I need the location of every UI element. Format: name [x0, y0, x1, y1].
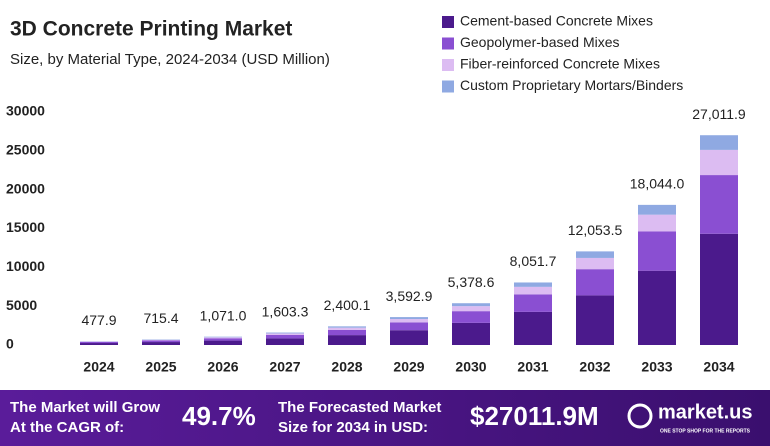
brand: market.us: [658, 401, 753, 423]
bar-segment: [700, 149, 738, 176]
bar-segment: [514, 286, 552, 295]
bar-segment: [328, 327, 366, 330]
y-tick-label: 5000: [6, 297, 37, 313]
y-tick-label: 20000: [6, 180, 45, 196]
bar-segment: [80, 341, 118, 344]
y-tick-label: 0: [6, 336, 14, 352]
y-tick-label: 10000: [6, 258, 45, 274]
total-label: 18,044.0: [630, 176, 685, 192]
bar-segment: [328, 326, 366, 328]
bar-segment: [390, 322, 428, 331]
bar-segment: [390, 319, 428, 323]
total-label: 2,400.1: [324, 297, 371, 313]
legend-swatch: [442, 59, 454, 71]
bar-segment: [266, 333, 304, 335]
bar-segment: [204, 337, 242, 339]
legend-swatch: [442, 80, 454, 93]
total-label: 715.4: [143, 310, 178, 326]
x-tick-label: 2027: [269, 359, 300, 375]
brand-logo: [627, 403, 653, 429]
bar-segment: [700, 175, 738, 234]
total-label: 5,378.6: [448, 274, 495, 290]
total-label: 477.9: [81, 312, 116, 328]
bar-segment: [638, 204, 676, 215]
bar-segment: [266, 332, 304, 334]
x-tick-label: 2026: [207, 359, 238, 375]
bar-segment: [576, 257, 614, 270]
x-tick-label: 2033: [641, 359, 672, 375]
bar-segment: [328, 335, 366, 345]
bar-segment: [576, 251, 614, 258]
x-tick-label: 2029: [393, 359, 424, 375]
footer-text: At the CAGR of:: [10, 419, 124, 436]
footer-banner: [0, 390, 770, 446]
total-label: 8,051.7: [510, 253, 557, 269]
bar-segment: [638, 231, 676, 271]
bar-segment: [638, 270, 676, 345]
bar-segment: [204, 340, 242, 345]
bar-segment: [204, 336, 242, 338]
footer-text: The Forecasted Market: [278, 399, 441, 416]
bar-segment: [452, 306, 490, 312]
bar-segment: [576, 295, 614, 345]
bar-segment: [514, 311, 552, 345]
y-tick-label: 15000: [6, 219, 45, 235]
bar-segment: [514, 294, 552, 312]
chart-subtitle: Size, by Material Type, 2024-2034 (USD M…: [10, 51, 330, 68]
bar-segment: [638, 214, 676, 232]
bar-segment: [142, 339, 180, 341]
bar-segment: [576, 269, 614, 296]
total-label: 27,011.9: [692, 106, 746, 122]
bar-segment: [700, 233, 738, 345]
legend-label: Cement-based Concrete Mixes: [460, 13, 653, 29]
footer-value: 49.7%: [182, 401, 256, 431]
footer-text: The Market will Grow: [10, 399, 160, 416]
total-label: 12,053.5: [568, 222, 623, 238]
x-tick-label: 2030: [455, 359, 486, 375]
bar-segment: [204, 338, 242, 341]
x-tick-label: 2032: [579, 359, 610, 375]
tagline: ONE STOP SHOP FOR THE REPORTS: [660, 428, 751, 434]
bar-segment: [452, 322, 490, 345]
bar-segment: [266, 338, 304, 345]
bar-segment: [452, 303, 490, 307]
legend-swatch: [442, 37, 454, 50]
bar-segment: [80, 343, 118, 345]
y-tick-label: 30000: [6, 103, 45, 119]
x-tick-label: 2028: [331, 359, 362, 375]
footer-value: $27011.9M: [470, 401, 599, 431]
x-tick-label: 2031: [517, 359, 548, 375]
total-label: 1,603.3: [262, 303, 309, 319]
bar-segment: [142, 340, 180, 343]
x-tick-label: 2034: [703, 359, 734, 375]
x-tick-label: 2025: [145, 359, 176, 375]
bar-segment: [328, 329, 366, 336]
bar-segment: [452, 311, 490, 323]
bar-segment: [700, 135, 738, 150]
legend-label: Custom Proprietary Mortars/Binders: [460, 77, 683, 93]
chart-title: 3D Concrete Printing Market: [10, 18, 292, 41]
bar-segment: [142, 342, 180, 345]
legend-label: Fiber-reinforced Concrete Mixes: [460, 56, 660, 72]
total-label: 3,592.9: [386, 288, 433, 304]
legend-swatch: [442, 16, 454, 28]
legend-label: Geopolymer-based Mixes: [460, 34, 620, 50]
x-tick-label: 2024: [83, 359, 114, 375]
bar-segment: [390, 317, 428, 320]
bar-segment: [266, 334, 304, 339]
footer-text: Size for 2034 in USD:: [278, 419, 428, 436]
bar-segment: [390, 330, 428, 345]
bar-segment: [514, 282, 552, 287]
total-label: 1,071.0: [200, 307, 247, 323]
y-tick-label: 25000: [6, 142, 45, 158]
